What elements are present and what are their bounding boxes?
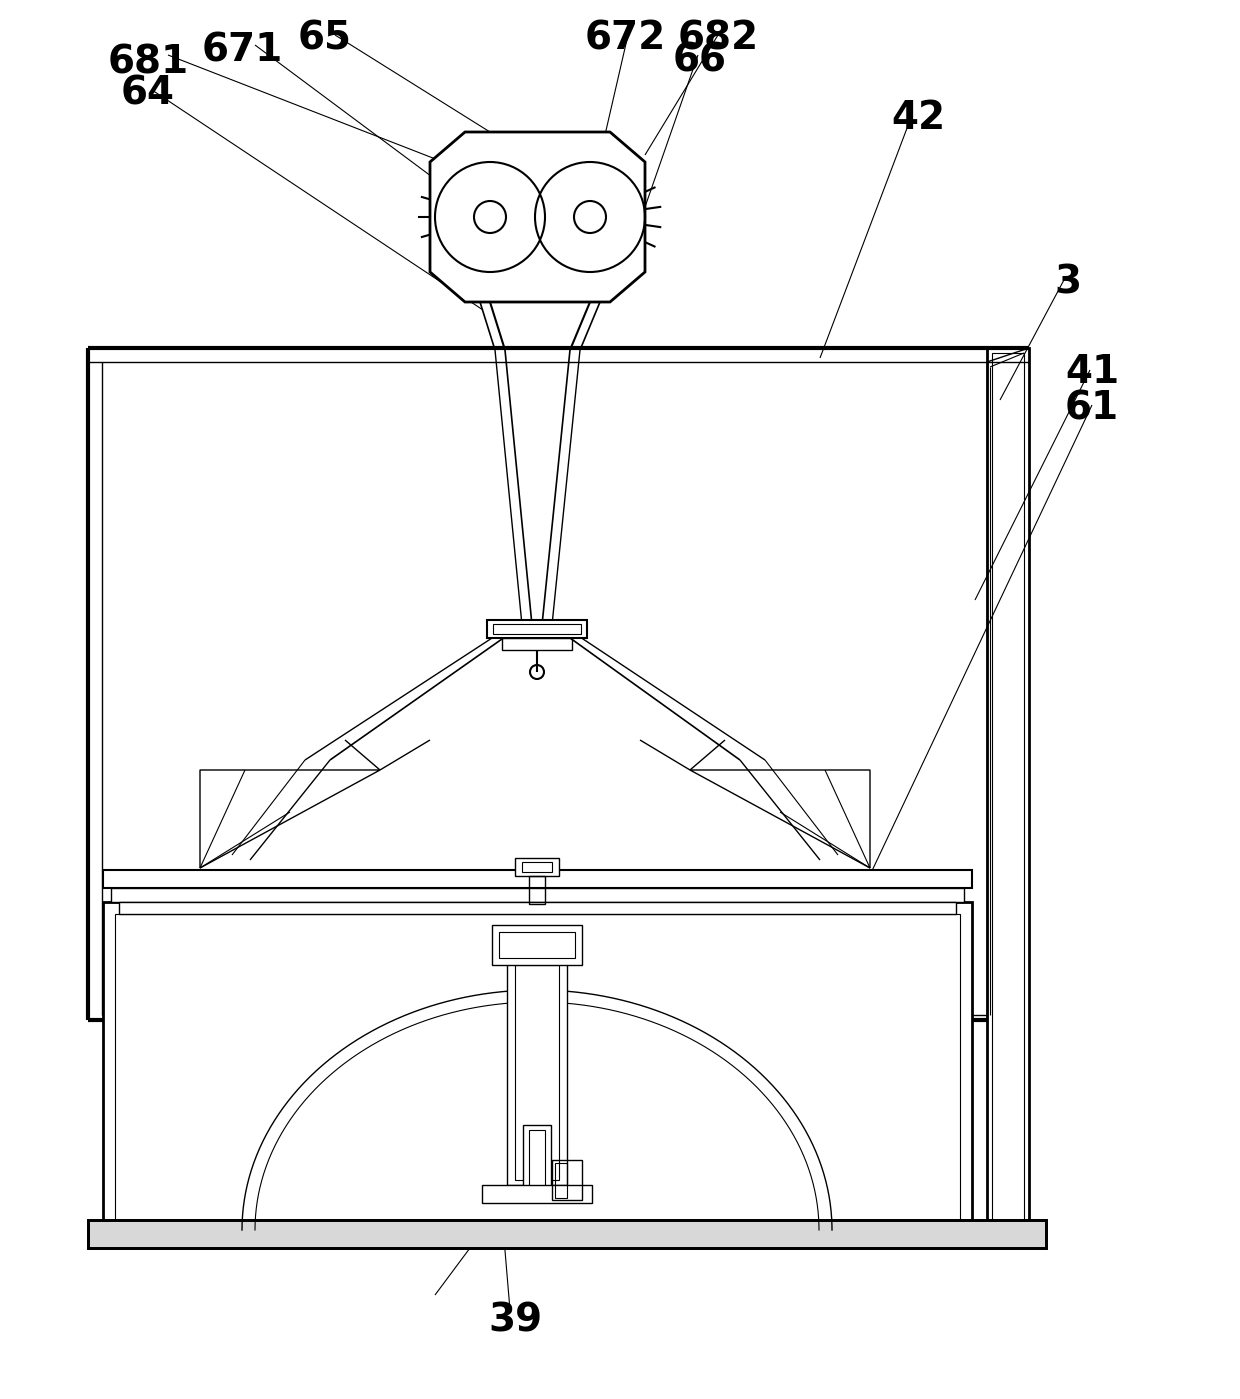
Text: 682: 682 <box>677 20 759 57</box>
Bar <box>502 638 572 651</box>
Text: 41: 41 <box>1065 353 1118 390</box>
Bar <box>515 858 559 876</box>
Bar <box>515 965 559 1179</box>
Bar <box>119 902 956 914</box>
Bar <box>103 870 972 888</box>
Bar <box>482 1185 591 1203</box>
Bar <box>112 888 963 902</box>
Text: 681: 681 <box>108 43 188 81</box>
Text: 3: 3 <box>1054 263 1081 301</box>
Bar <box>556 1163 567 1198</box>
Bar <box>992 353 1024 1235</box>
Bar <box>529 1130 546 1191</box>
Text: 42: 42 <box>890 99 945 137</box>
Bar <box>507 960 567 1185</box>
Text: 39: 39 <box>487 1301 542 1339</box>
Text: 672: 672 <box>584 20 666 57</box>
Bar <box>529 876 546 904</box>
Bar <box>987 348 1029 1240</box>
Text: 64: 64 <box>122 74 175 112</box>
Text: 66: 66 <box>673 41 727 78</box>
Bar <box>552 1160 582 1200</box>
Bar <box>498 932 575 958</box>
Text: 65: 65 <box>298 20 352 57</box>
Bar <box>88 1220 1047 1248</box>
Bar <box>494 624 582 634</box>
Text: 671: 671 <box>201 31 283 69</box>
Bar <box>523 1125 551 1195</box>
Bar <box>115 914 960 1230</box>
Bar <box>487 620 587 638</box>
Polygon shape <box>430 132 645 302</box>
Bar <box>103 902 972 1242</box>
Bar <box>88 1220 1047 1248</box>
Bar <box>492 925 582 965</box>
Text: 61: 61 <box>1065 389 1118 427</box>
Bar <box>522 862 552 872</box>
